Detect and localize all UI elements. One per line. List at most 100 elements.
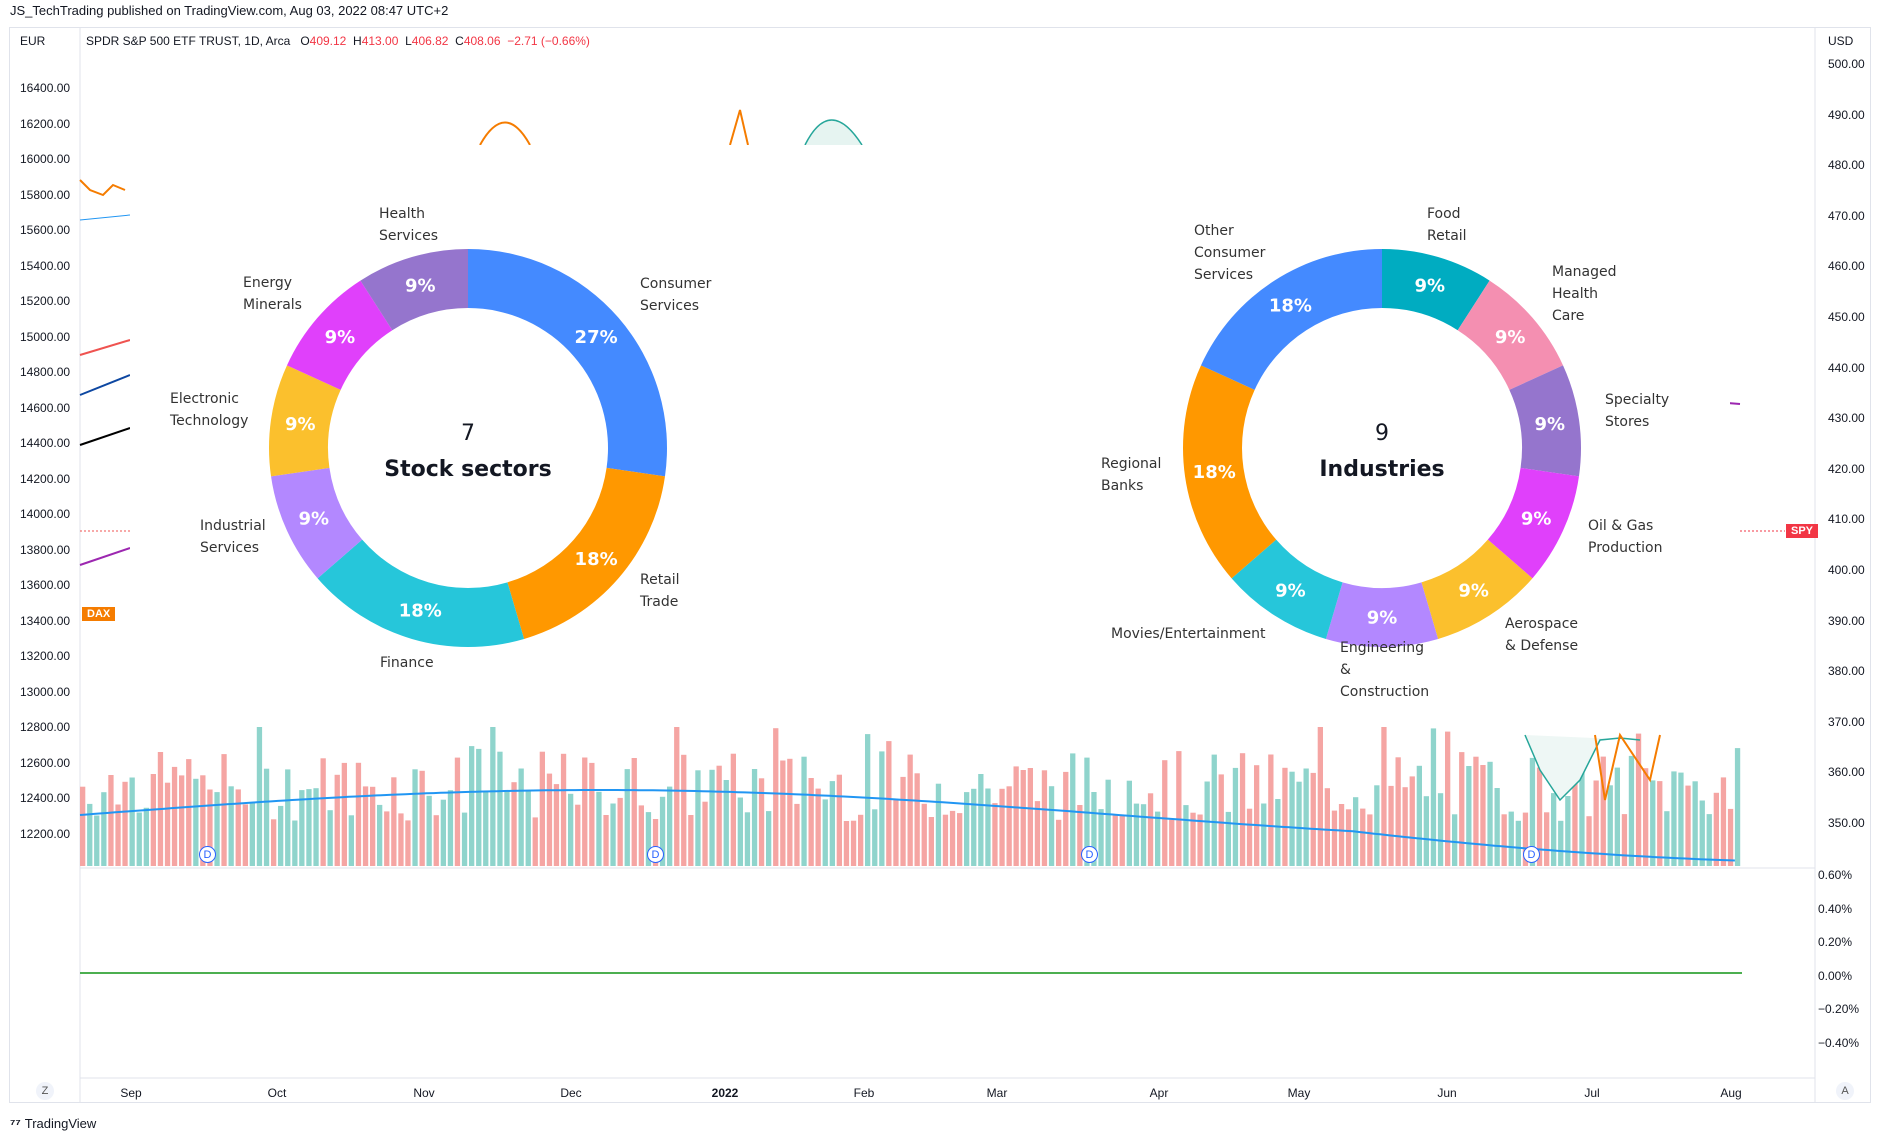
volume-bar [568,793,574,866]
category-label: Trade [639,594,678,610]
volume-bar [228,786,234,866]
time-axis-label: Apr [1149,1086,1169,1100]
donut-center-title: Industries [1319,457,1444,482]
axis-tick-label: 440.00 [1828,360,1865,375]
axis-tick-label: 420.00 [1828,461,1865,476]
volume-bar [688,815,694,866]
axis-tick-label: 14800.00 [20,365,71,379]
volume-bar [560,753,567,866]
volume-bar [1331,810,1338,866]
dax-tag[interactable]: DAX [82,607,116,621]
volume-bar [1155,811,1161,866]
volume-bar [164,782,171,866]
volume-bar [242,804,248,866]
volume-bar [1402,787,1408,866]
volume-bar [1480,765,1486,866]
volume-bar [1565,796,1571,866]
footer-brand[interactable]: ⁷⁷ TradingView [10,1116,96,1131]
volume-bar [589,762,595,866]
volume-bar [271,819,277,866]
volume-bar [384,811,390,866]
volume-bar [214,792,220,866]
axis-tick-label: 0.00% [1818,968,1853,983]
axis-tick-label: 470.00 [1828,208,1865,223]
volume-bar [327,810,333,866]
slice-percent-label: 18% [399,601,442,622]
volume-bar [193,778,199,866]
volume-bar [978,774,984,866]
spy-tag[interactable]: SPY [1786,524,1819,538]
volume-bar [306,789,312,866]
axis-tick-label: 480.00 [1828,158,1865,173]
dividend-marker[interactable]: D [1081,846,1098,863]
slice-percent-label: 9% [1521,508,1552,529]
volume-bar [263,768,270,866]
slice-percent-label: 18% [575,549,618,570]
category-label: Services [200,540,259,556]
donut-slice [1509,365,1581,477]
volume-bar [1232,767,1239,866]
volume-bar [928,817,934,866]
volume-bar [179,775,185,866]
dax-line-fragment-2 [729,109,749,146]
category-label: Care [1552,308,1584,324]
axis-tick-label: 13400.00 [20,613,71,628]
volume-bar [610,803,616,866]
dividend-marker[interactable]: D [1523,846,1540,863]
axis-tick-label: 12800.00 [20,720,71,734]
axis-tick-label: 380.00 [1828,664,1865,679]
volume-bar [1119,814,1125,866]
volume-bar [1720,777,1727,866]
volume-bar [681,754,687,866]
volume-bar [1041,770,1048,866]
donut-slice [269,365,341,477]
volume-bar [1473,756,1479,866]
symbol-legend[interactable]: SPDR S&P 500 ETF TRUST, 1D, Arca O409.12… [86,34,590,48]
axis-tick-label: 350.00 [1828,816,1865,830]
open-value: 409.12 [309,34,347,48]
volume-bar [511,782,517,866]
volume-bar [235,789,241,866]
volume-bar [1487,761,1493,866]
axis-tick-label: 15000.00 [20,329,71,344]
category-label: Oil & Gas [1588,518,1653,534]
category-label: Banks [1101,478,1143,494]
axis-tick-label: 13600.00 [20,578,71,592]
category-label: Aerospace [1505,616,1578,632]
volume-bar [1374,785,1380,866]
volume-bar [405,820,411,866]
dax-right-fragment [1594,732,1661,801]
right-currency: USD [1828,34,1854,48]
volume-bar [1430,728,1437,866]
dividend-marker[interactable]: D [647,846,664,863]
volume-bar [1459,752,1465,866]
dividend-marker[interactable]: D [199,846,216,863]
volume-bar [850,820,857,866]
chart-frame[interactable] [9,27,1871,1103]
donut-slice [1200,249,1382,390]
volume-bar [836,774,842,866]
volume-bar [1579,752,1585,866]
axis-tick-label: 0.60% [1818,868,1853,882]
donut-center-number: 9 [1375,421,1389,446]
volume-bar [674,718,680,866]
volume-bar [348,815,354,866]
volume-bar [596,791,602,866]
volume-bar [504,790,510,866]
volume-bar [341,762,347,866]
auto-scale-button[interactable]: A [1836,1082,1854,1100]
volume-bar [652,819,659,866]
slice-percent-label: 9% [1414,275,1445,296]
axis-tick-label: 13200.00 [20,649,71,663]
volume-bar [1466,766,1472,866]
category-label: Services [1194,267,1253,283]
category-label: Food [1427,206,1461,222]
donut-slice [1231,539,1343,639]
log-scale-z-button[interactable]: Z [36,1082,54,1100]
volume-bar [843,821,850,866]
volume-bar [1381,722,1387,866]
category-label: Consumer [1194,245,1266,261]
donut-slice [1382,249,1490,331]
volume-bar [801,756,807,866]
